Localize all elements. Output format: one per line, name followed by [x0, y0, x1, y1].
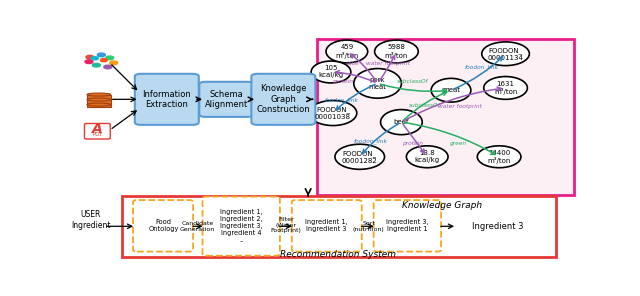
Circle shape [92, 57, 99, 60]
Ellipse shape [354, 69, 401, 98]
Circle shape [86, 55, 94, 59]
Bar [122, 196, 556, 257]
Text: Food
Ontology: Food Ontology [148, 219, 179, 232]
Text: Ingredient 3: Ingredient 3 [472, 222, 524, 231]
FancyBboxPatch shape [374, 200, 441, 252]
Text: Recommendation System: Recommendation System [280, 250, 396, 259]
FancyBboxPatch shape [199, 82, 253, 117]
Text: water footprint: water footprint [438, 104, 481, 109]
FancyBboxPatch shape [135, 74, 199, 125]
Ellipse shape [482, 42, 529, 66]
Ellipse shape [335, 144, 385, 169]
Text: PDF: PDF [92, 132, 102, 137]
Text: protein: protein [332, 79, 353, 83]
Text: beef: beef [394, 119, 409, 125]
Circle shape [104, 65, 112, 69]
Text: foodon_link: foodon_link [465, 65, 499, 70]
Ellipse shape [406, 146, 448, 168]
Ellipse shape [326, 40, 367, 63]
FancyBboxPatch shape [202, 197, 280, 256]
Ellipse shape [87, 103, 111, 106]
Text: foodon_link: foodon_link [325, 97, 359, 103]
Text: Knowledge Graph: Knowledge Graph [402, 201, 482, 210]
Circle shape [106, 56, 114, 60]
Text: Ingredient 1,
Ingredient 2,
Ingredient 3,
Ingredient 4
..: Ingredient 1, Ingredient 2, Ingredient 3… [220, 209, 262, 243]
Text: water footprint: water footprint [365, 61, 410, 66]
Text: Filter
(Water
Footprint): Filter (Water Footprint) [271, 217, 301, 234]
Text: 459
m³/ton: 459 m³/ton [335, 44, 358, 59]
Circle shape [100, 59, 108, 62]
FancyBboxPatch shape [252, 74, 316, 125]
Text: Knowledge
Graph
Construction: Knowledge Graph Construction [257, 84, 310, 114]
Ellipse shape [484, 77, 527, 99]
Ellipse shape [87, 98, 111, 101]
Ellipse shape [381, 110, 422, 135]
Text: FOODON_
00001134: FOODON_ 00001134 [488, 47, 524, 61]
Circle shape [110, 61, 118, 65]
Text: subclassOf: subclassOf [409, 102, 440, 107]
Text: 13.8
kcal/kg: 13.8 kcal/kg [415, 150, 440, 163]
Circle shape [97, 53, 106, 57]
Text: FOODON_
00001282: FOODON_ 00001282 [342, 150, 378, 164]
Ellipse shape [311, 61, 351, 83]
Text: Information
Extraction: Information Extraction [143, 90, 191, 109]
Text: Schema
Alignment: Schema Alignment [205, 90, 248, 109]
FancyBboxPatch shape [133, 200, 193, 252]
Ellipse shape [477, 146, 521, 168]
Ellipse shape [87, 93, 111, 96]
Text: green: green [449, 141, 467, 146]
Bar [317, 39, 573, 195]
Ellipse shape [374, 40, 419, 63]
Text: FOODON_
00001038: FOODON_ 00001038 [315, 106, 351, 120]
Text: Ingredient 1,
Ingredient 3: Ingredient 1, Ingredient 3 [305, 219, 348, 232]
Text: protein: protein [402, 141, 423, 146]
Ellipse shape [309, 100, 356, 126]
Text: 5988
m³/ton: 5988 m³/ton [385, 44, 408, 59]
Text: Sort
(nutrition): Sort (nutrition) [353, 221, 385, 232]
Text: USER
Ingredient: USER Ingredient [71, 210, 111, 230]
Text: subclassOf: subclassOf [397, 79, 429, 83]
Text: 1631
m³/ton: 1631 m³/ton [494, 81, 517, 95]
Text: A: A [92, 122, 103, 136]
FancyBboxPatch shape [292, 200, 362, 252]
Circle shape [92, 63, 100, 67]
FancyBboxPatch shape [84, 123, 110, 139]
Text: Ingredient 3,
Ingredient 1: Ingredient 3, Ingredient 1 [386, 219, 429, 232]
Text: blue: blue [346, 61, 359, 66]
Text: pork
meat: pork meat [369, 77, 387, 90]
Ellipse shape [431, 78, 471, 102]
Bar [87, 94, 111, 107]
Text: 105
kcal/kg: 105 kcal/kg [319, 65, 344, 78]
Circle shape [85, 60, 93, 64]
Text: foodon_link: foodon_link [353, 139, 387, 144]
Text: Candidate
Generation: Candidate Generation [180, 221, 215, 232]
Text: meat: meat [442, 87, 460, 93]
Text: 14400
m³/ton: 14400 m³/ton [488, 150, 511, 164]
